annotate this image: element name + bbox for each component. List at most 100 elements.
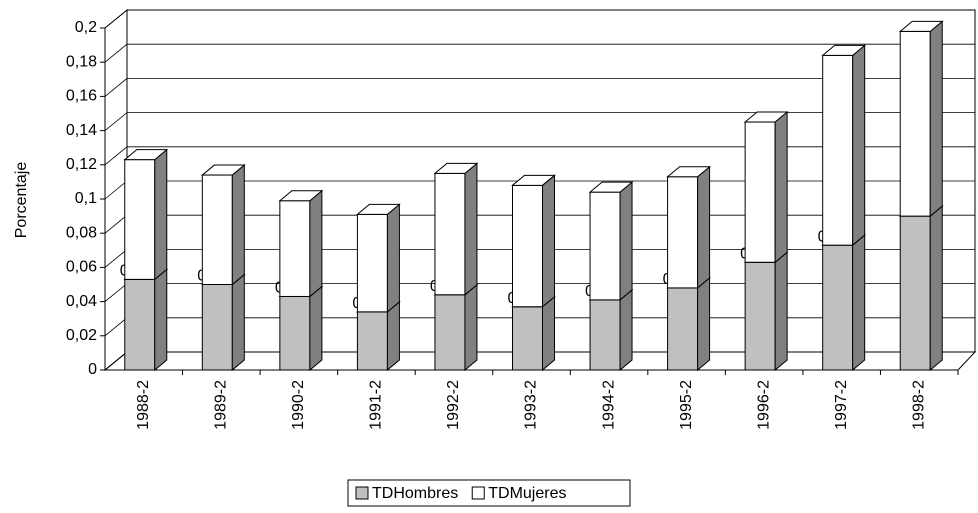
bar-front bbox=[356, 213, 388, 313]
bar-segment bbox=[588, 181, 634, 301]
bar-front bbox=[589, 299, 621, 371]
bar-front bbox=[589, 191, 621, 301]
bar-front bbox=[899, 215, 931, 371]
bar-side bbox=[154, 148, 168, 281]
y-tick-label: 0,06 bbox=[66, 259, 97, 276]
bar-side bbox=[619, 181, 633, 301]
y-tick-label: 0,14 bbox=[66, 122, 97, 139]
bar-side bbox=[542, 295, 555, 372]
bar-top bbox=[743, 111, 789, 123]
bar-front bbox=[822, 54, 854, 246]
bar-segment bbox=[278, 285, 324, 372]
bar-front bbox=[356, 311, 388, 371]
y-tick-label: 0,08 bbox=[66, 224, 97, 241]
bar-segment bbox=[511, 295, 556, 372]
bar-front bbox=[512, 306, 543, 371]
bar-top bbox=[123, 149, 169, 161]
bar-segment bbox=[200, 273, 246, 372]
bar-segment bbox=[743, 251, 789, 372]
bar-side bbox=[464, 283, 478, 372]
x-tick-label: 1998-2 bbox=[910, 380, 927, 430]
x-tick-label: 1990-2 bbox=[290, 380, 307, 430]
x-tick-label: 1991-2 bbox=[368, 380, 385, 430]
bar-front bbox=[667, 176, 699, 289]
bar-segment bbox=[588, 288, 634, 372]
bar-top bbox=[200, 164, 246, 176]
bar-segment bbox=[666, 276, 711, 372]
bar-top bbox=[898, 20, 944, 32]
bar-front bbox=[201, 174, 233, 285]
x-tick-label: 1997-2 bbox=[833, 380, 850, 430]
x-tick-label: 1989-2 bbox=[213, 380, 230, 430]
bar-top bbox=[821, 44, 867, 56]
bar-segment bbox=[200, 163, 246, 286]
bar-front bbox=[744, 261, 776, 371]
bar-side bbox=[697, 165, 711, 289]
x-tick-label: 1995-2 bbox=[678, 380, 695, 430]
y-tick-label: 0,1 bbox=[75, 190, 97, 207]
bar-front bbox=[279, 295, 311, 371]
y-tick-label: 0,12 bbox=[66, 156, 97, 173]
bar-side bbox=[464, 162, 478, 296]
legend-label: TDHombres bbox=[372, 485, 458, 502]
legend-swatch bbox=[471, 486, 485, 500]
y-tick-label: 0 bbox=[88, 361, 97, 378]
bar-segment bbox=[666, 165, 711, 289]
x-tick-label: 1988-2 bbox=[135, 380, 152, 430]
bar-front bbox=[434, 294, 466, 371]
bar-side bbox=[231, 273, 245, 372]
bar-side bbox=[774, 110, 788, 264]
bar-top bbox=[433, 162, 479, 174]
y-axis-title: Porcentaje bbox=[13, 162, 30, 239]
legend: TDHombres TDMujeres bbox=[347, 479, 631, 507]
bar-side bbox=[852, 234, 866, 372]
bar-segment bbox=[898, 20, 944, 218]
bar-side bbox=[542, 174, 555, 308]
bar-front bbox=[744, 121, 776, 263]
bar-top bbox=[278, 190, 324, 202]
bar-front bbox=[822, 244, 854, 371]
bar-side bbox=[929, 205, 943, 372]
bar-side bbox=[774, 251, 788, 372]
bar-front bbox=[279, 200, 311, 297]
bar-segment bbox=[356, 203, 401, 313]
bar-segment bbox=[898, 205, 944, 372]
y-tick-label: 0,16 bbox=[66, 88, 97, 105]
bar-front bbox=[201, 284, 233, 371]
grid-line bbox=[104, 112, 975, 131]
legend-swatch bbox=[355, 486, 369, 500]
bar-top bbox=[666, 166, 711, 178]
legend-box bbox=[347, 479, 631, 507]
bar-side bbox=[309, 285, 323, 372]
bar-segment bbox=[433, 162, 479, 296]
x-tick-label: 1993-2 bbox=[523, 380, 540, 430]
grid-line bbox=[104, 146, 975, 166]
grid-line bbox=[104, 78, 975, 97]
bar-top bbox=[511, 174, 556, 186]
bar-segment bbox=[433, 283, 479, 372]
bar-side bbox=[852, 44, 866, 247]
y-tick-label: 0,2 bbox=[75, 19, 97, 36]
y-tick-label: 0,04 bbox=[66, 293, 97, 310]
bar-side bbox=[929, 20, 943, 218]
bar-front bbox=[512, 184, 543, 308]
bar-segment bbox=[743, 110, 789, 264]
bar-front bbox=[124, 278, 156, 371]
bar-side bbox=[697, 276, 711, 372]
bar-side bbox=[619, 288, 633, 372]
bar-segment bbox=[821, 44, 867, 247]
bar-front bbox=[434, 172, 466, 296]
bar-segment bbox=[123, 268, 169, 372]
bar-front bbox=[667, 287, 699, 371]
x-tick-label: 1994-2 bbox=[600, 380, 617, 430]
bar-side bbox=[231, 163, 245, 286]
bar-side bbox=[154, 268, 168, 372]
bar-side bbox=[386, 203, 400, 313]
bar-segment bbox=[821, 234, 867, 372]
bar-side bbox=[309, 189, 323, 298]
x-tick-label: 1992-2 bbox=[445, 380, 462, 430]
bar-front bbox=[124, 159, 156, 280]
bar-top bbox=[356, 203, 401, 215]
